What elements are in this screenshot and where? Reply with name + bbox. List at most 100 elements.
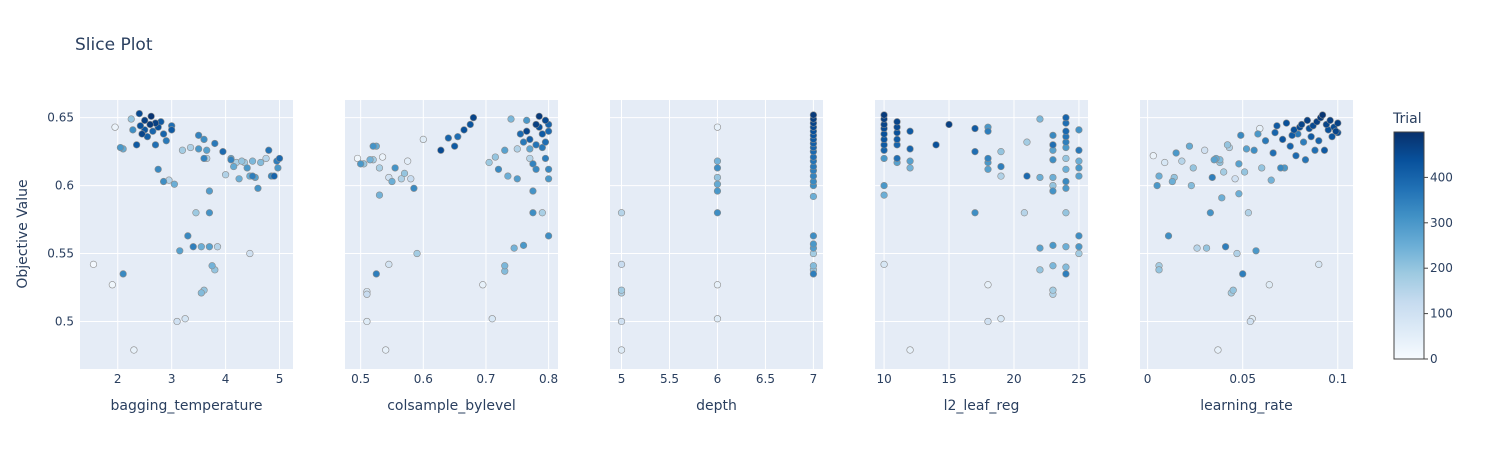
data-point bbox=[1172, 149, 1180, 157]
data-point bbox=[529, 160, 537, 168]
data-point bbox=[108, 281, 116, 289]
data-point bbox=[89, 260, 98, 268]
data-point bbox=[1153, 181, 1161, 190]
data-point bbox=[1231, 175, 1239, 183]
data-point bbox=[444, 134, 452, 142]
data-point bbox=[205, 243, 214, 251]
data-point bbox=[713, 164, 722, 172]
data-point bbox=[906, 145, 914, 153]
data-point bbox=[880, 154, 888, 163]
data-point bbox=[971, 209, 979, 217]
x-tick-label: 0.05 bbox=[1229, 372, 1256, 386]
data-point bbox=[1049, 173, 1057, 182]
data-point bbox=[1223, 141, 1232, 149]
data-point bbox=[1168, 177, 1176, 186]
data-point bbox=[130, 346, 138, 354]
data-point bbox=[375, 191, 384, 199]
data-point bbox=[208, 262, 216, 270]
data-point bbox=[971, 124, 979, 133]
data-point bbox=[238, 157, 246, 165]
data-point bbox=[1265, 281, 1273, 289]
data-point bbox=[1326, 116, 1334, 124]
data-point bbox=[378, 153, 387, 161]
data-point bbox=[1075, 249, 1083, 258]
data-point bbox=[270, 172, 278, 180]
panel-colsample_bylevel: 0.5 0.6 0.7 0.8 colsample_bylevel bbox=[345, 100, 558, 414]
data-point bbox=[1075, 243, 1083, 251]
data-point bbox=[713, 187, 722, 195]
data-point bbox=[375, 164, 384, 172]
x-tick-label: 0.8 bbox=[539, 372, 558, 386]
data-point bbox=[147, 112, 155, 120]
data-point bbox=[1252, 247, 1260, 255]
data-point bbox=[532, 141, 540, 149]
data-point bbox=[1206, 209, 1214, 217]
data-point bbox=[906, 127, 914, 135]
panels-layer: 2 3 4 50.50.550.60.65bagging_temperature0.5… bbox=[47, 100, 1353, 414]
x-tick-label: 2 bbox=[114, 372, 122, 386]
data-point bbox=[488, 315, 496, 323]
data-point bbox=[544, 175, 553, 183]
x-tick-label: 3 bbox=[168, 372, 176, 386]
data-point bbox=[1290, 126, 1298, 134]
data-point bbox=[510, 244, 518, 252]
data-point bbox=[880, 181, 888, 190]
data-point bbox=[1279, 135, 1287, 143]
data-point bbox=[997, 172, 1005, 180]
x-axis-label: bagging_temperature bbox=[111, 398, 263, 414]
data-point bbox=[154, 165, 162, 173]
data-point bbox=[541, 154, 550, 163]
data-point bbox=[357, 160, 365, 168]
data-point bbox=[1214, 346, 1222, 354]
x-axis-label: learning_rate bbox=[1200, 398, 1293, 414]
data-point bbox=[135, 109, 143, 118]
data-point bbox=[494, 165, 503, 173]
y-axis-label: Objective Value bbox=[15, 179, 31, 288]
data-point bbox=[248, 157, 257, 165]
data-point bbox=[1036, 115, 1044, 123]
data-point bbox=[1328, 133, 1336, 141]
data-point bbox=[235, 175, 243, 183]
data-point bbox=[893, 118, 901, 126]
data-point bbox=[369, 142, 377, 150]
data-point bbox=[195, 145, 203, 153]
data-point bbox=[219, 148, 227, 156]
data-point bbox=[984, 165, 992, 173]
data-point bbox=[1271, 129, 1279, 137]
data-point bbox=[1062, 114, 1070, 122]
data-point bbox=[149, 127, 157, 135]
data-point bbox=[544, 165, 553, 173]
data-point bbox=[809, 192, 818, 201]
y-tick-label: 0.65 bbox=[47, 111, 74, 125]
panel-l2_leaf_reg: 10 15 20 25 l2_leaf_reg bbox=[875, 100, 1088, 414]
x-tick-label: 6 bbox=[714, 372, 722, 386]
data-point bbox=[1237, 131, 1245, 139]
data-point bbox=[997, 148, 1005, 156]
data-point bbox=[984, 281, 992, 289]
data-point bbox=[388, 177, 396, 186]
data-point bbox=[1189, 164, 1197, 172]
colorbar-gradient bbox=[1393, 131, 1425, 360]
data-point bbox=[397, 175, 405, 183]
data-point bbox=[713, 123, 722, 131]
data-point bbox=[1221, 243, 1230, 251]
data-point bbox=[178, 146, 187, 154]
data-point bbox=[809, 240, 818, 248]
y-tick-label: 0.6 bbox=[55, 179, 74, 193]
data-point bbox=[532, 120, 540, 129]
data-point bbox=[1315, 137, 1323, 145]
data-point bbox=[893, 135, 901, 143]
data-point bbox=[1261, 137, 1270, 145]
data-point bbox=[1062, 270, 1070, 278]
data-point bbox=[1233, 249, 1241, 258]
x-tick-label: 5.5 bbox=[660, 372, 679, 386]
data-point bbox=[1235, 160, 1243, 168]
data-point bbox=[162, 137, 170, 145]
data-point bbox=[111, 123, 119, 131]
data-point bbox=[1185, 142, 1194, 150]
data-point bbox=[617, 286, 626, 294]
data-point bbox=[1049, 131, 1057, 139]
data-point bbox=[1246, 317, 1254, 326]
data-point bbox=[906, 164, 914, 172]
